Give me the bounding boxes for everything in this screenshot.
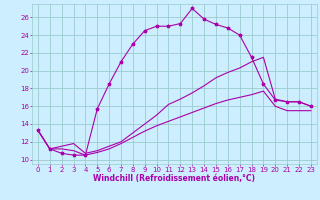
X-axis label: Windchill (Refroidissement éolien,°C): Windchill (Refroidissement éolien,°C): [93, 174, 255, 183]
